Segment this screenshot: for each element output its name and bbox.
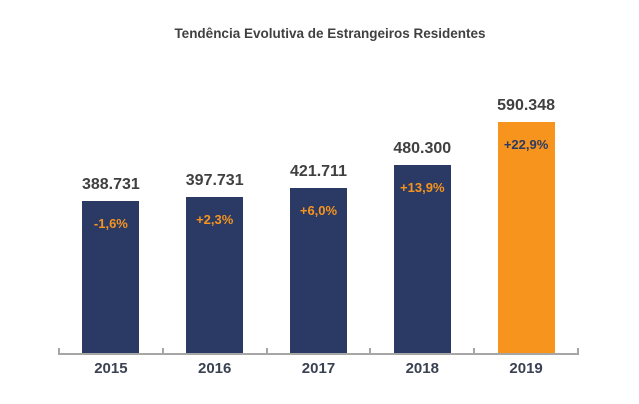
x-axis-labels: 2015 2016 2017 2018 2019 — [59, 359, 578, 379]
bar-highlight: +22,9% — [497, 122, 555, 353]
x-axis-line — [58, 348, 579, 355]
pct-change-label: +2,3% — [196, 212, 234, 227]
chart-title: Tendência Evolutiva de Estrangeiros Resi… — [174, 26, 486, 41]
year-label-2015: 2015 — [94, 360, 128, 377]
year-label-2017: 2017 — [301, 360, 336, 377]
value-label: 590.348 — [497, 97, 555, 114]
pct-change-label: -1,6% — [93, 216, 128, 231]
axis-tick — [577, 348, 579, 355]
axis-tick — [265, 348, 268, 355]
value-label: 397.731 — [185, 172, 244, 189]
bar: -1,6% — [82, 201, 140, 353]
plot-area: 388.731 -1,6% 397.731 +2,3% 421.711 +6,0% 480.… — [59, 0, 578, 353]
value-label: 480.300 — [393, 140, 452, 157]
bar-group-2016: 397.731 +2,3% — [163, 0, 267, 353]
pct-change-label: +22,9% — [503, 137, 549, 152]
year-label-2019: 2019 — [509, 360, 543, 377]
axis-tick — [58, 348, 60, 355]
bar: +6,0% — [289, 188, 347, 353]
axis-tick — [369, 348, 372, 355]
bar-group-2017: 421.711 +6,0% — [267, 0, 371, 353]
pct-change-label: +13,9% — [400, 180, 445, 195]
value-label: 388.731 — [81, 176, 140, 193]
year-label-2018: 2018 — [405, 360, 439, 377]
bar: +13,9% — [393, 165, 451, 353]
axis-tick — [161, 348, 164, 355]
value-label: 421.711 — [290, 163, 347, 180]
axis-tick — [473, 348, 476, 355]
bar-group-2015: 388.731 -1,6% — [59, 0, 163, 353]
bar: +2,3% — [186, 197, 244, 353]
bar-group-2018: 480.300 +13,9% — [370, 0, 474, 353]
bar-group-2019: 590.348 +22,9% — [474, 0, 578, 353]
pct-change-label: +6,0% — [299, 203, 338, 218]
year-label-2016: 2016 — [198, 360, 232, 377]
